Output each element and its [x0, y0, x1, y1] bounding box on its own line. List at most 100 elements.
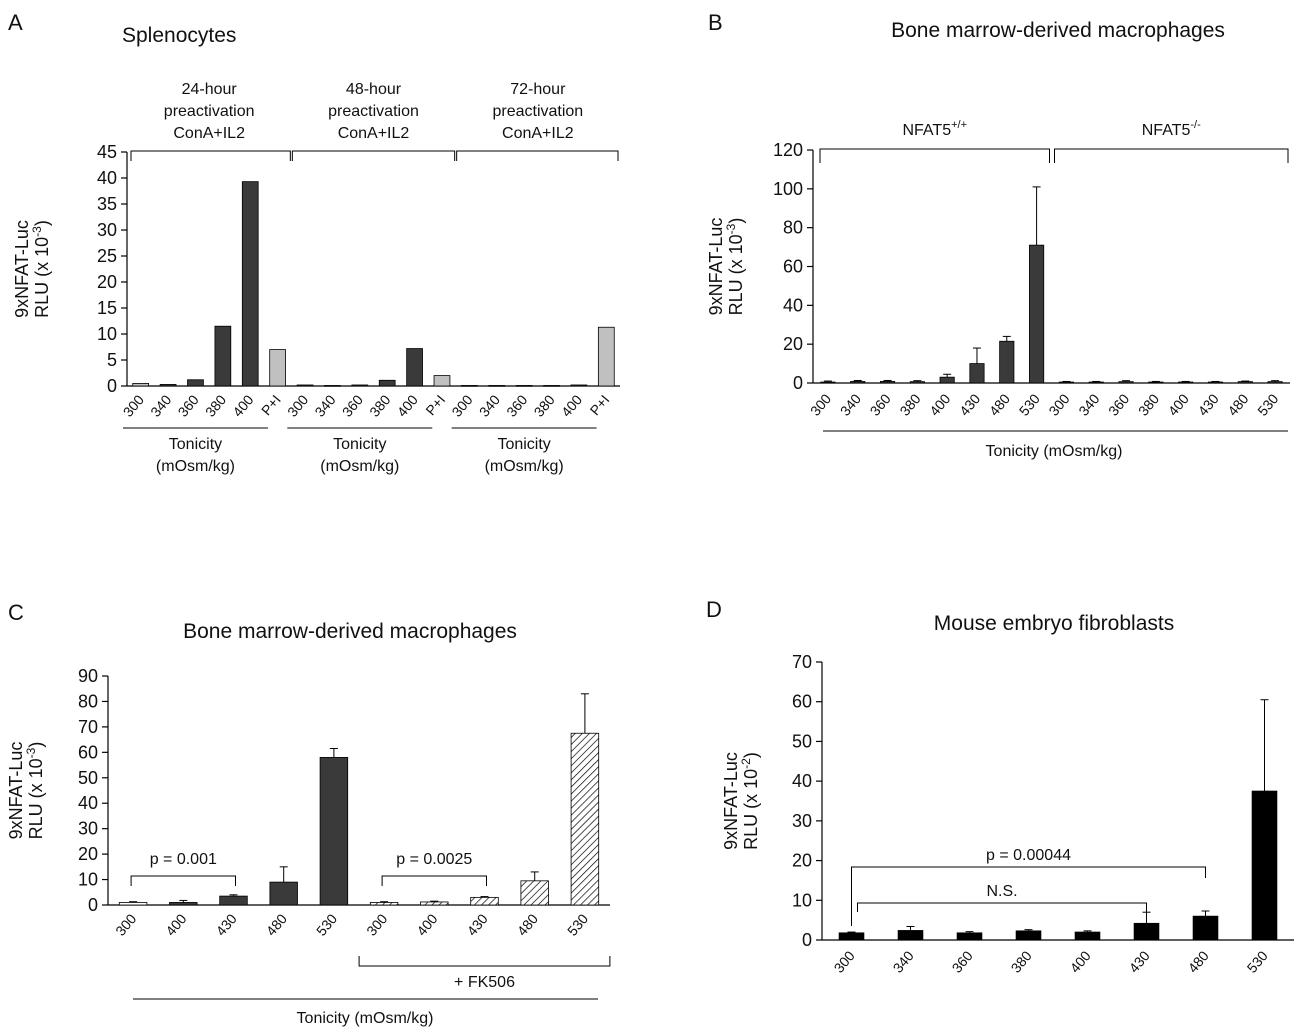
bar	[515, 385, 533, 387]
x-tick-label: 400	[413, 910, 440, 938]
group-genotype: +/+	[951, 119, 967, 131]
bar	[909, 381, 925, 384]
significance-bracket	[130, 875, 236, 886]
bottom-group-label: (mOsm/kg)	[485, 458, 564, 475]
panel-label-d: D	[706, 597, 722, 622]
y-axis-label-line2: RLU (x 10-3)	[24, 742, 46, 840]
x-tick-label: 530	[1016, 390, 1043, 418]
bar	[187, 379, 204, 387]
panel-c-plot: 0 10 20 30 40 50 60 70 80 90 9xNFAT-Luc RLU (x 10-3…	[6, 666, 611, 1027]
panel-b-title: Bone marrow-derived macrophages	[891, 19, 1225, 42]
bar	[1015, 930, 1042, 941]
y-axis-label-line1: 9xNFAT-Luc	[706, 218, 726, 316]
x-tick-label: 400	[1067, 947, 1094, 975]
top-group-bracket	[1054, 148, 1289, 163]
bar	[159, 384, 177, 387]
bar	[1088, 381, 1104, 384]
x-tick-label: 360	[174, 391, 201, 419]
panel-label-a: A	[8, 10, 23, 35]
y-axis-label-line2: RLU (x 10-3)	[30, 220, 52, 318]
y-axis-label-line2: RLU (x 10-2)	[739, 752, 761, 850]
bottom-group-label: Tonicity	[497, 436, 550, 453]
x-tick-label: 340	[311, 391, 338, 419]
group-genotype: -/-	[1190, 119, 1201, 131]
x-tick-label: 360	[503, 391, 530, 419]
bar	[597, 326, 615, 387]
y-tick-label: 10	[792, 890, 812, 910]
y-tick-label: 70	[78, 717, 98, 737]
bar	[470, 896, 499, 906]
top-group-label: 72-hour	[510, 81, 566, 98]
y-tick-label: 40	[97, 168, 117, 188]
x-tick-label: 430	[464, 910, 491, 938]
y-axis-label-line1: 9xNFAT-Luc	[6, 742, 26, 840]
y-tick-label: 10	[97, 324, 117, 344]
x-tick-label: 380	[1008, 947, 1035, 975]
top-group-label: 24-hour	[182, 81, 238, 98]
y-label-exponent: -3	[724, 223, 738, 234]
bar	[269, 349, 286, 387]
x-tick-label: 480	[263, 910, 290, 938]
x-tick-label: 360	[1105, 390, 1132, 418]
x-tick-label: P+I	[258, 392, 284, 419]
bar	[378, 379, 396, 387]
bar	[1118, 381, 1134, 384]
y-tick-label: 20	[783, 334, 803, 354]
bar	[461, 385, 478, 387]
bar	[1074, 931, 1101, 941]
y-tick-label: 40	[78, 793, 98, 813]
bar	[838, 932, 865, 941]
panel-b-plot: 0 20 40 60 80 100 120 9xNFAT-Luc RLU (x 10-3) 300…	[706, 119, 1290, 460]
ns-label: N.S.	[986, 883, 1017, 900]
y-tick-label: 45	[97, 142, 117, 162]
bar	[214, 325, 232, 387]
x-tick-label: 340	[837, 390, 864, 418]
treatment-label: + FK506	[454, 974, 515, 991]
y-label-text: RLU (x 10	[726, 234, 746, 315]
bar	[939, 376, 955, 384]
bar	[433, 375, 451, 387]
y-label-close: )	[32, 220, 52, 226]
bar	[1178, 381, 1194, 384]
top-group-label: ConA+IL2	[173, 125, 245, 142]
bottom-group-label: Tonicity	[333, 436, 386, 453]
top-group-label: ConA+IL2	[502, 125, 574, 142]
bar	[406, 348, 423, 387]
bar	[879, 381, 896, 384]
bottom-group-label: (mOsm/kg)	[156, 458, 235, 475]
y-tick-label: 120	[773, 140, 803, 160]
y-tick-label: 0	[802, 930, 812, 950]
x-tick-label: 530	[313, 910, 340, 938]
x-tick-label: 400	[162, 910, 189, 938]
y-label-exponent: -3	[30, 226, 44, 237]
bar	[1148, 381, 1164, 384]
bar	[999, 340, 1015, 384]
bar	[520, 880, 549, 906]
x-tick-label: 300	[448, 391, 475, 419]
x-tick-label: 300	[1045, 390, 1072, 418]
group-name: NFAT5	[902, 122, 951, 139]
top-group-label: preactivation	[492, 103, 583, 120]
x-tick-label: 530	[1254, 390, 1281, 418]
x-axis-label: Tonicity (mOsm/kg)	[986, 443, 1123, 460]
x-tick-label: 480	[1185, 947, 1212, 975]
x-tick-label: 380	[896, 390, 923, 418]
y-tick-label: 80	[78, 691, 98, 711]
panel-c: C Bone marrow-derived macrophages 0 10 20 3…	[6, 600, 611, 1027]
x-tick-label: 380	[366, 391, 393, 419]
panel-a: A Splenocytes 0 5 10 15 20 25 30 35 40 45 9xNFAT-L…	[8, 10, 620, 475]
bar	[543, 385, 560, 387]
y-label-close: )	[726, 218, 746, 224]
significance-label: p = 0.00044	[986, 847, 1071, 864]
bar	[969, 363, 985, 384]
bar	[296, 384, 314, 387]
y-tick-label: 35	[97, 194, 117, 214]
y-tick-label: 20	[792, 851, 812, 871]
y-axis-label-line1: 9xNFAT-Luc	[721, 752, 741, 850]
y-tick-label: 30	[97, 220, 117, 240]
x-tick-label: P+I	[422, 392, 448, 419]
y-tick-label: 15	[97, 298, 117, 318]
bar	[118, 902, 148, 906]
bar	[850, 381, 866, 384]
